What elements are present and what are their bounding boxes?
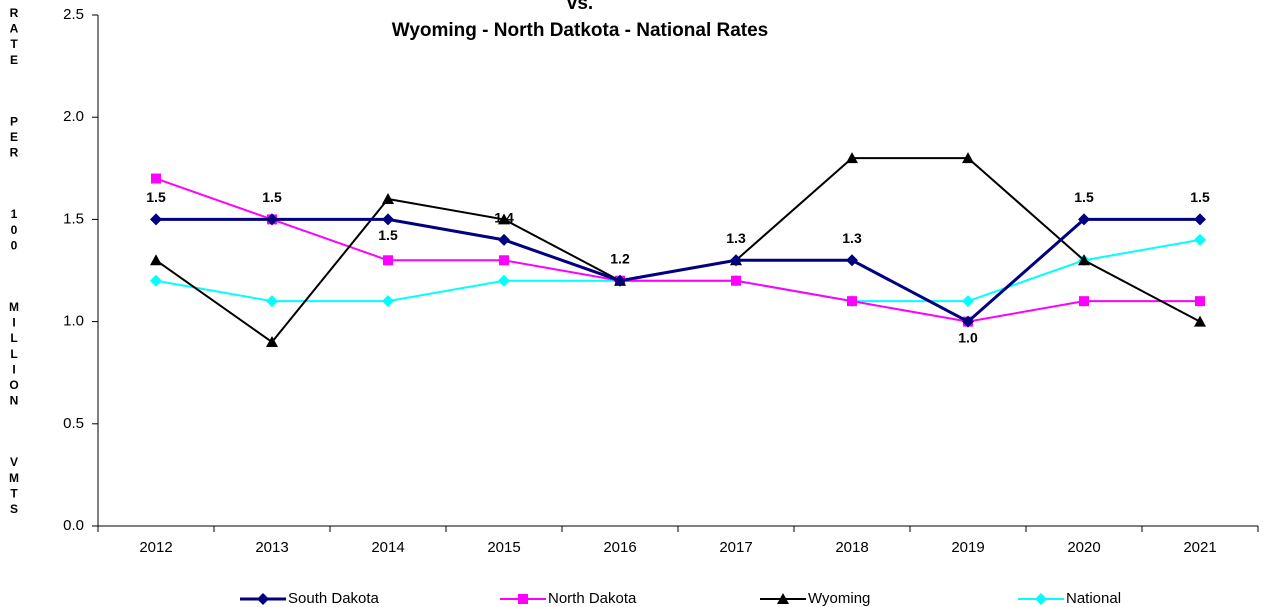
y-axis-label-char: L xyxy=(10,331,17,345)
marker xyxy=(1194,315,1206,327)
x-tick-label: 2018 xyxy=(835,539,868,556)
x-tick-label: 2013 xyxy=(255,539,288,556)
y-axis-label-char: I xyxy=(12,363,15,377)
series-line xyxy=(155,157,1201,344)
y-axis-label-char: S xyxy=(10,502,18,516)
y-axis-label-char: E xyxy=(10,130,18,144)
marker xyxy=(498,233,510,246)
marker xyxy=(150,254,162,266)
marker xyxy=(266,213,278,226)
marker xyxy=(731,275,741,286)
legend-label: North Dakota xyxy=(548,590,637,607)
marker xyxy=(962,295,974,308)
data-label: 1.4 xyxy=(494,210,514,226)
data-label: 1.5 xyxy=(1074,189,1094,205)
y-axis-label-char: 1 xyxy=(11,207,18,221)
marker xyxy=(962,152,974,164)
x-tick-label: 2016 xyxy=(603,539,636,556)
y-axis-label-char: 0 xyxy=(11,223,18,237)
x-tick-label: 2020 xyxy=(1067,539,1100,556)
marker xyxy=(266,295,278,308)
x-tick-label: 2012 xyxy=(139,539,172,556)
y-tick-label: 0.0 xyxy=(63,517,84,534)
marker xyxy=(499,255,509,266)
marker xyxy=(846,254,858,267)
data-label: 1.3 xyxy=(842,230,862,246)
y-axis-label-char: M xyxy=(9,300,19,314)
marker xyxy=(777,593,789,604)
y-axis-label-char: T xyxy=(10,487,18,501)
marker xyxy=(1194,213,1206,226)
marker xyxy=(1079,296,1089,307)
marker xyxy=(730,254,742,267)
series-line xyxy=(156,217,1200,324)
y-axis-label-char: N xyxy=(10,394,19,408)
legend-label: South Dakota xyxy=(288,590,380,607)
series-line xyxy=(155,177,1200,323)
marker xyxy=(382,192,394,204)
y-axis-label-char: L xyxy=(10,347,17,361)
y-tick-label: 0.5 xyxy=(63,415,84,432)
data-label: 1.5 xyxy=(1190,189,1210,205)
marker xyxy=(150,274,162,287)
x-tick-label: 2021 xyxy=(1183,539,1216,556)
x-tick-label: 2015 xyxy=(487,539,520,556)
marker xyxy=(1195,296,1205,307)
legend-label: Wyoming xyxy=(808,590,870,607)
x-tick-label: 2017 xyxy=(719,539,752,556)
marker xyxy=(383,255,393,266)
marker xyxy=(1194,233,1206,246)
data-label: 1.2 xyxy=(610,250,630,266)
marker xyxy=(1078,254,1090,266)
marker xyxy=(518,594,528,604)
marker xyxy=(382,213,394,226)
y-axis-label-char: I xyxy=(12,316,15,330)
y-tick-label: 2.5 xyxy=(63,6,84,23)
y-axis-label-char: R xyxy=(10,6,19,20)
data-label: 1.5 xyxy=(378,227,398,243)
marker xyxy=(150,213,162,226)
marker xyxy=(1078,213,1090,226)
x-tick-label: 2019 xyxy=(951,539,984,556)
marker xyxy=(266,336,278,348)
y-axis-label-char: E xyxy=(10,53,18,67)
y-axis-label-char: M xyxy=(9,471,19,485)
y-axis-label-char: A xyxy=(10,22,19,36)
y-tick-label: 2.0 xyxy=(63,108,84,125)
marker xyxy=(498,274,510,287)
y-axis-label-char: O xyxy=(9,378,18,392)
data-label: 1.3 xyxy=(726,230,746,246)
y-axis-label-char: P xyxy=(10,115,18,129)
y-axis-label-char: V xyxy=(10,455,18,469)
marker xyxy=(257,593,269,605)
chart-title: Wyoming - North Datkota - National Rates xyxy=(392,20,769,41)
y-axis-label-char: 0 xyxy=(11,239,18,253)
y-tick-label: 1.5 xyxy=(63,210,84,227)
legend-label: National xyxy=(1066,590,1121,607)
marker xyxy=(962,315,974,328)
x-tick-label: 2014 xyxy=(371,539,404,556)
marker xyxy=(847,296,857,307)
marker xyxy=(846,152,858,164)
marker xyxy=(498,213,510,225)
y-tick-label: 1.0 xyxy=(63,313,84,330)
marker xyxy=(1035,593,1047,605)
marker xyxy=(382,295,394,308)
data-label: 1.5 xyxy=(262,189,282,205)
data-label: 1.5 xyxy=(146,189,166,205)
y-axis-label-char: R xyxy=(10,146,19,160)
marker xyxy=(151,173,161,184)
chart-title: vs. xyxy=(567,0,593,14)
y-axis-label-char: T xyxy=(10,37,18,51)
marker xyxy=(614,274,626,287)
data-label: 1.0 xyxy=(958,329,978,345)
